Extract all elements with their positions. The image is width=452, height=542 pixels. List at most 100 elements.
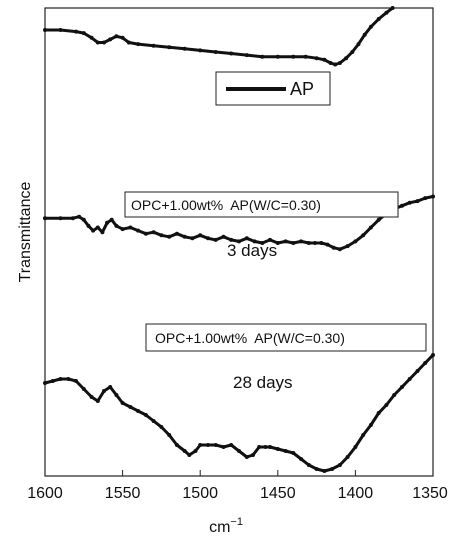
data-point-3-days-52 [423, 196, 428, 201]
data-point-ap-10 [126, 40, 131, 45]
age-label-28-days: 28 days [233, 373, 293, 392]
data-point-28-days-37 [306, 463, 311, 467]
data-point-3-days-38 [319, 241, 324, 245]
data-point-28-days-32 [268, 445, 272, 449]
data-point-28-days-35 [291, 451, 296, 455]
x-axis-label: cm−1 [209, 516, 243, 536]
x-axis-label-exponent: −1 [230, 516, 243, 528]
data-point-3-days-44 [361, 233, 366, 238]
data-point-3-days-26 [229, 237, 234, 242]
data-point-28-days-52 [423, 361, 428, 365]
data-point-3-days-19 [174, 231, 179, 236]
age-label-3-days: 3 days [227, 241, 277, 260]
data-point-28-days-7 [95, 399, 100, 403]
data-point-28-days-31 [263, 445, 268, 449]
data-point-ap-11 [136, 42, 141, 47]
data-point-ap-30 [356, 42, 361, 47]
data-point-3-days-6 [91, 228, 96, 233]
x-tick-label-1500: 1500 [182, 485, 218, 502]
data-point-28-days-49 [400, 385, 404, 389]
y-axis-label: Transmittance [17, 182, 34, 283]
data-point-28-days-38 [314, 467, 319, 471]
data-point-ap-34 [384, 10, 389, 15]
data-point-28-days-50 [407, 377, 412, 381]
x-tick-label-1550: 1550 [105, 485, 141, 502]
data-point-28-days-2 [58, 377, 63, 381]
data-point-3-days-23 [206, 236, 210, 241]
data-point-28-days-51 [415, 369, 420, 373]
data-point-28-days-33 [275, 447, 280, 451]
data-point-28-days-44 [361, 433, 366, 437]
data-point-ap-4 [89, 35, 94, 40]
data-point-ap-3 [81, 31, 86, 36]
data-point-28-days-24 [213, 443, 218, 447]
data-point-3-days-43 [353, 239, 358, 244]
data-point-28-days-20 [187, 453, 192, 457]
data-point-3-days-46 [376, 217, 381, 222]
data-point-ap-27 [337, 61, 342, 65]
data-point-3-days-16 [151, 230, 156, 235]
data-point-ap-6 [102, 40, 106, 45]
data-point-ap-1 [58, 28, 63, 32]
data-point-28-days-17 [167, 433, 172, 437]
annotation-label-3-days: OPC+1.00wt% AP(W/C=0.30) [131, 197, 321, 213]
data-point-3-days-39 [325, 242, 330, 247]
curves-group [43, 6, 435, 473]
data-point-ap-8 [114, 34, 119, 39]
annotation-box-3-days [124, 191, 399, 218]
x-tick-label-1450: 1450 [260, 485, 296, 502]
data-point-3-days-37 [313, 241, 317, 245]
legend: AP [215, 71, 331, 106]
x-axis-label-unit: cm [209, 519, 230, 536]
data-point-ap-0 [43, 28, 47, 32]
data-point-3-days-34 [291, 241, 296, 245]
data-point-3-days-27 [237, 239, 241, 244]
data-point-3-days-13 [128, 225, 133, 230]
series-line-ap [45, 6, 394, 66]
data-point-28-days-5 [81, 387, 86, 391]
data-point-ap-31 [362, 32, 367, 37]
data-point-3-days-1 [58, 216, 63, 221]
data-point-ap-16 [213, 50, 218, 54]
data-point-28-days-4 [74, 379, 78, 383]
annotation-label-28-days: OPC+1.00wt% AP(W/C=0.30) [155, 330, 345, 346]
data-point-ap-26 [333, 62, 338, 67]
data-point-ap-12 [151, 43, 156, 48]
data-point-3-days-42 [345, 244, 350, 249]
data-point-28-days-21 [193, 449, 198, 453]
data-point-3-days-0 [43, 216, 47, 221]
data-point-3-days-31 [268, 237, 272, 242]
data-point-28-days-23 [206, 443, 210, 447]
data-point-ap-25 [328, 61, 333, 65]
data-point-28-days-27 [237, 449, 241, 453]
data-point-ap-17 [229, 51, 234, 56]
data-point-28-days-6 [89, 395, 94, 399]
data-point-ap-13 [167, 45, 172, 50]
data-point-28-days-41 [337, 463, 342, 467]
data-point-28-days-14 [143, 413, 148, 417]
data-point-3-days-21 [190, 236, 195, 241]
data-point-28-days-28 [244, 455, 249, 459]
data-point-ap-18 [244, 53, 249, 58]
data-point-3-days-3 [77, 214, 82, 219]
data-point-28-days-18 [174, 443, 179, 447]
x-tick-label-1600: 1600 [27, 485, 63, 502]
data-point-3-days-17 [159, 233, 164, 238]
data-point-3-days-51 [415, 199, 420, 204]
data-point-ap-29 [350, 50, 355, 54]
data-point-3-days-14 [136, 228, 141, 233]
data-point-28-days-19 [182, 449, 187, 453]
data-point-3-days-11 [114, 223, 119, 228]
data-point-28-days-11 [120, 401, 125, 405]
data-point-ap-28 [344, 56, 349, 61]
data-point-3-days-32 [275, 241, 280, 245]
x-ticks-group: 1600 1550 1500 1450 1400 1350 [27, 470, 448, 502]
data-point-ap-15 [198, 48, 203, 53]
data-point-28-days-43 [353, 445, 358, 449]
data-point-3-days-12 [120, 227, 125, 232]
data-point-28-days-53 [431, 353, 435, 357]
data-point-3-days-10 [109, 217, 114, 222]
data-point-3-days-2 [70, 216, 75, 221]
data-point-28-days-40 [330, 467, 335, 471]
